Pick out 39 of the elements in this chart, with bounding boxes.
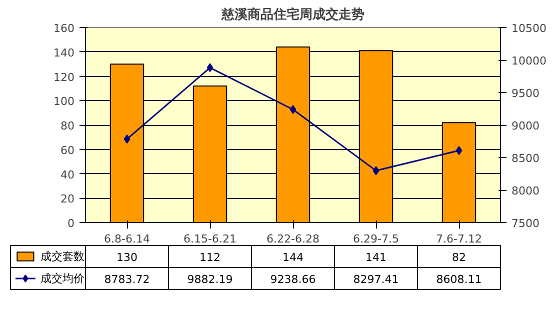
y-tick-label: 60 [60,144,75,157]
y-tick-label: 160 [54,22,75,35]
point [456,146,462,155]
data-label: 8783.72 [104,273,150,286]
point [290,104,296,114]
y-tick-label: 20 [60,192,75,206]
data-label: 144 [282,251,304,264]
point [372,166,380,176]
y2-tick-label: 9000 [512,120,540,132]
y-tick-label: 100 [54,95,75,108]
y2-tick-label: 10500 [512,22,546,35]
y2-tick-label: 9500 [512,87,540,100]
y-tick-label: 80 [60,120,75,132]
y-tick-label: 120 [54,70,75,84]
legend-label: 成交套数 [40,250,84,263]
x-tick-label: 6.29-7.5 [353,232,399,246]
y-tick-label: 140 [54,46,75,60]
x-tick-label: 6.8-6.14 [104,232,150,246]
y2-tick-label: 8000 [512,184,540,198]
chart-title: 慈溪商品住宅周成交走势 [220,6,364,22]
y2-tick-label: 8500 [512,152,540,165]
point [206,63,214,72]
x-tick-label: 6.22-6.28 [266,232,320,246]
data-label: 9882.19 [187,273,233,286]
x-tick-label: 6.15-6.21 [184,232,236,246]
data-label: 9238.66 [270,273,316,286]
y-tick-label: 40 [60,168,75,182]
data-label: 112 [200,251,220,264]
data-label: 141 [366,251,386,264]
y-tick-label: 0 [68,217,74,230]
data-label: 82 [452,251,466,264]
y2-tick-label: 10000 [512,54,546,68]
point [124,134,130,144]
y2-tick-label: 7500 [512,217,540,230]
data-label: 8297.41 [353,273,399,286]
legend-label: 成交均价 [40,272,84,285]
x-tick-label: 7.6-7.12 [436,232,482,246]
data-label: 8608.11 [436,273,482,286]
data-label: 130 [116,251,138,264]
